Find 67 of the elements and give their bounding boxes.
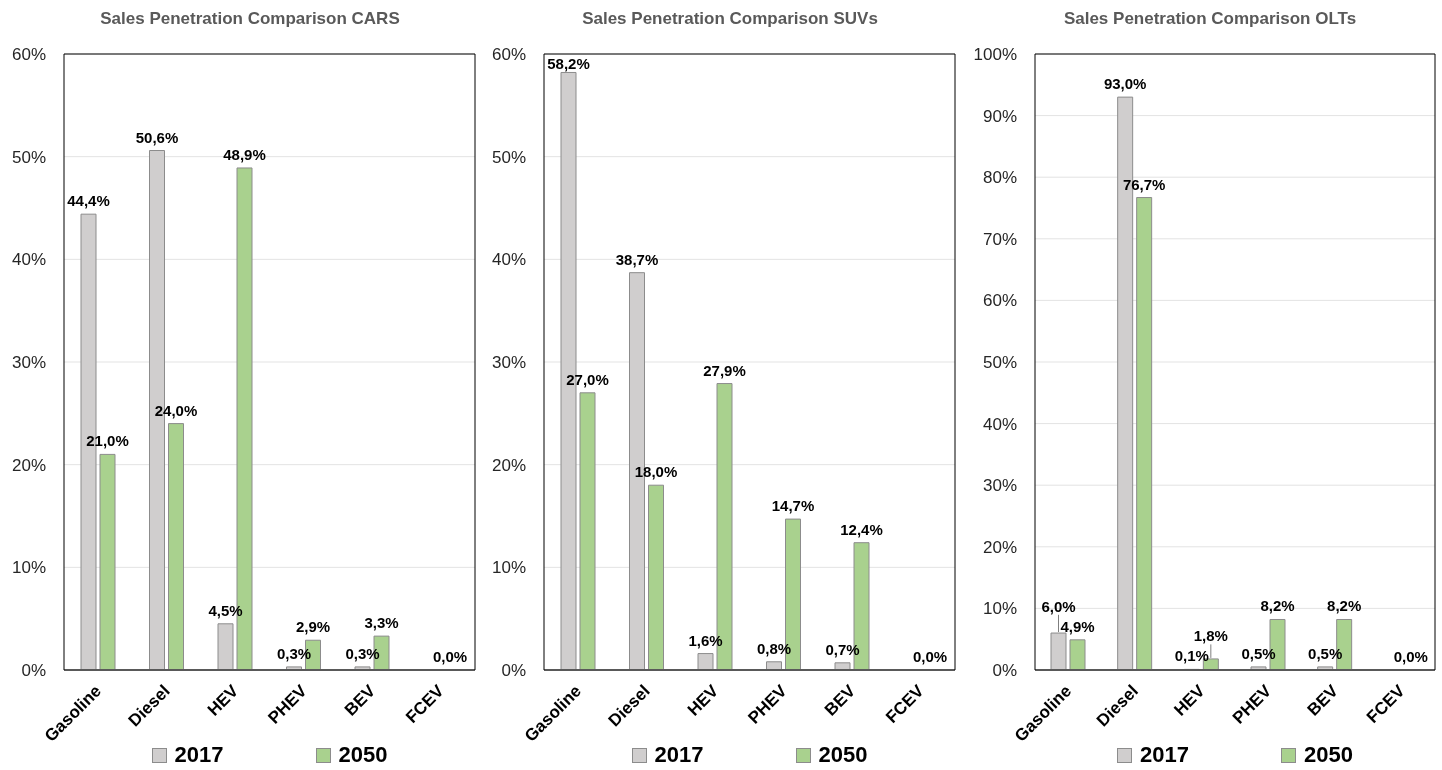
- data-label: 2,9%: [295, 618, 331, 636]
- data-label: 48,9%: [223, 145, 266, 163]
- legend-label: 2017: [174, 742, 224, 767]
- data-label: 3,3%: [364, 614, 399, 632]
- y-tick-label: 10%: [982, 599, 1017, 619]
- data-label: 14,7%: [771, 497, 815, 515]
- y-tick-label: 50%: [11, 147, 46, 167]
- y-tick-label: 30%: [982, 476, 1017, 496]
- data-label: 0,3%: [276, 644, 312, 662]
- data-label: 21,0%: [86, 432, 129, 450]
- data-label: 44,4%: [67, 192, 110, 210]
- legend-label: 2050: [338, 742, 388, 767]
- y-tick-label: 40%: [491, 250, 526, 270]
- y-tick-label: 40%: [11, 250, 46, 270]
- y-tick-label: 40%: [982, 414, 1017, 434]
- data-label: 6,0%: [1041, 597, 1076, 615]
- y-tick-label: 0%: [501, 661, 526, 681]
- data-label: 0,5%: [1308, 644, 1343, 662]
- data-label: 0,1%: [1174, 647, 1209, 665]
- y-tick-label: 80%: [982, 168, 1017, 188]
- data-label: 0,0%: [912, 648, 948, 665]
- data-label: 8,2%: [1327, 597, 1362, 615]
- y-tick-label: 30%: [11, 353, 46, 373]
- data-label: 8,2%: [1260, 597, 1295, 615]
- y-tick-label: 20%: [491, 455, 526, 475]
- y-tick-label: 90%: [982, 106, 1017, 126]
- y-tick-label: 50%: [982, 353, 1017, 373]
- data-label: 0,0%: [1393, 648, 1428, 665]
- legend-label: 2050: [818, 742, 868, 767]
- data-label: 93,0%: [1103, 75, 1147, 93]
- y-tick-label: 100%: [973, 45, 1017, 65]
- data-label: 4,5%: [208, 601, 243, 619]
- data-label: 50,6%: [135, 128, 179, 146]
- y-tick-label: 10%: [11, 558, 46, 578]
- legend-label: 2050: [1304, 742, 1353, 767]
- data-label: 27,9%: [703, 361, 746, 379]
- data-label: 12,4%: [840, 520, 883, 538]
- y-tick-label: 70%: [982, 229, 1017, 249]
- data-label: 38,7%: [615, 250, 659, 268]
- y-tick-label: 60%: [491, 45, 526, 65]
- data-label: 4,9%: [1060, 617, 1095, 635]
- y-tick-label: 0%: [992, 661, 1017, 681]
- legend-label: 2017: [1140, 742, 1189, 767]
- data-label: 0,5%: [1241, 644, 1276, 662]
- legend-label: 2017: [654, 742, 704, 767]
- y-tick-label: 20%: [982, 537, 1017, 557]
- y-tick-label: 50%: [491, 147, 526, 167]
- data-label: 27,0%: [566, 370, 609, 388]
- data-label: 0,3%: [345, 644, 380, 662]
- data-label: 1,8%: [1193, 627, 1228, 645]
- y-tick-label: 10%: [491, 558, 526, 578]
- y-tick-label: 30%: [491, 353, 526, 373]
- data-label: 0,0%: [432, 648, 468, 665]
- y-tick-label: 60%: [11, 45, 46, 65]
- data-label: 0,8%: [756, 639, 792, 657]
- data-label: 76,7%: [1122, 175, 1166, 193]
- data-label: 0,7%: [825, 640, 860, 658]
- data-label: 24,0%: [154, 401, 198, 419]
- y-tick-label: 0%: [21, 661, 46, 681]
- data-label: 1,6%: [688, 631, 723, 649]
- data-label: 18,0%: [634, 463, 678, 481]
- chart-title: Sales Penetration Comparison SUVs: [581, 9, 879, 29]
- chart-title: Sales Penetration Comparison OLTs: [1062, 9, 1358, 29]
- data-label: 58,2%: [547, 55, 590, 72]
- chart-title: Sales Penetration Comparison CARS: [99, 9, 401, 29]
- y-tick-label: 60%: [982, 291, 1017, 311]
- y-tick-label: 20%: [11, 455, 46, 475]
